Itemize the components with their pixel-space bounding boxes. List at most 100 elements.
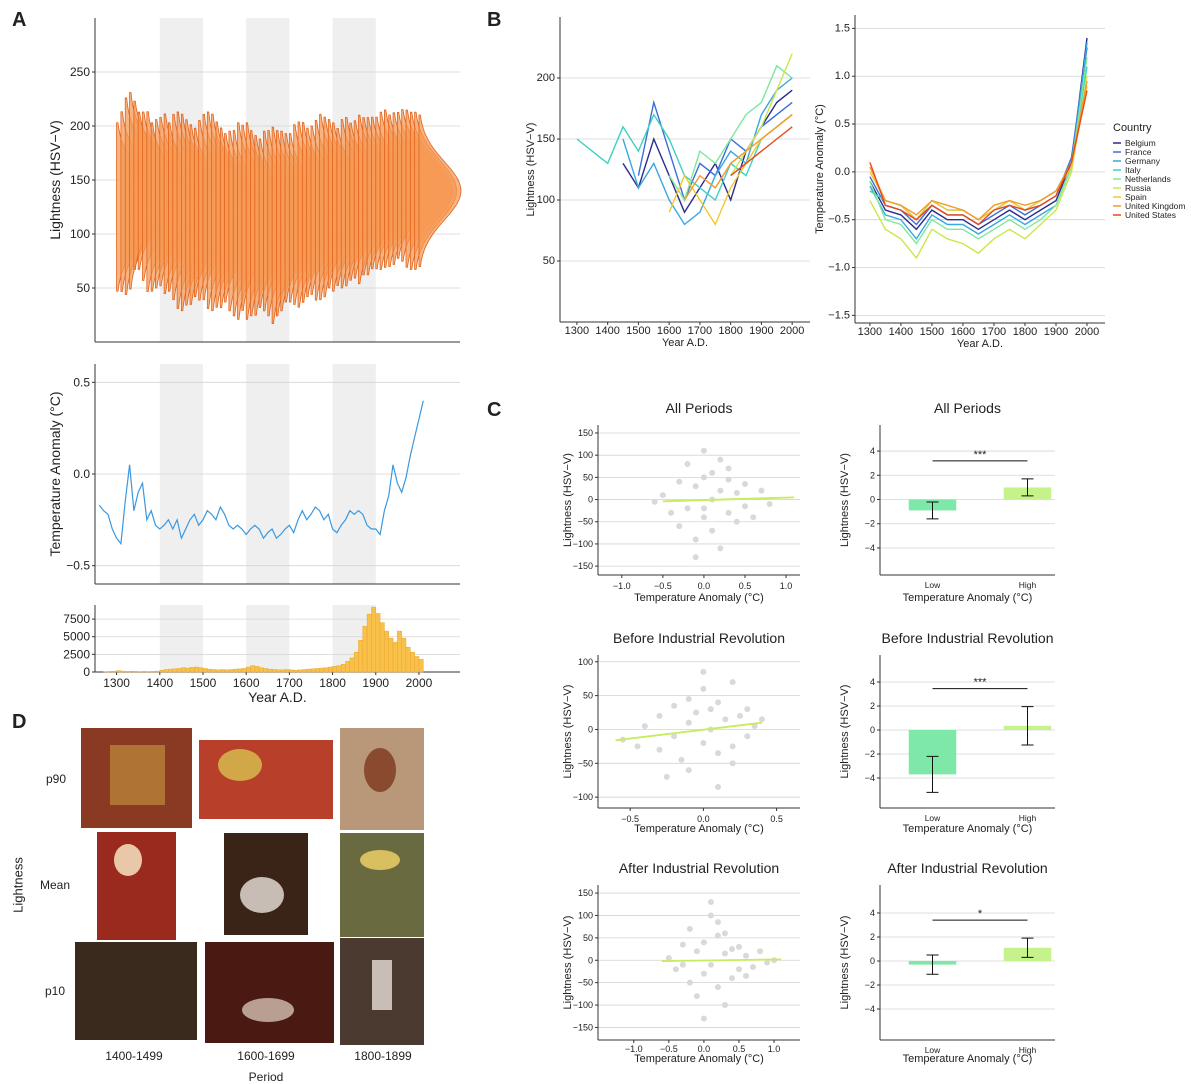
scatter-point: [717, 456, 724, 463]
chart-title: Before Industrial Revolution: [613, 630, 785, 646]
y-axis-label: Lightness (HSV−V): [839, 453, 851, 547]
painting: [340, 833, 424, 937]
scatter-point: [725, 509, 732, 516]
significance-label: *: [978, 908, 983, 920]
chart-title: After Industrial Revolution: [887, 860, 1047, 876]
y-tick-label: 0.5: [73, 375, 90, 389]
x-tick-label: 0.0: [698, 581, 711, 591]
histogram-bar: [194, 666, 199, 673]
scatter-point: [700, 668, 707, 675]
y-tick-label: 2: [870, 701, 875, 711]
painting: [205, 942, 334, 1043]
x-tick-label: 0.0: [697, 814, 710, 824]
y-tick-label: 2500: [63, 647, 90, 661]
histogram-bar: [250, 665, 256, 673]
series-line: [622, 89, 793, 214]
y-tick-label: −100: [573, 1000, 593, 1010]
histogram-bar: [150, 671, 156, 673]
y-tick-label: 5000: [63, 630, 90, 644]
panel-label: C: [487, 399, 501, 421]
fit-line: [662, 496, 795, 503]
histogram-bar: [120, 670, 126, 673]
x-tick-label: 1700: [982, 326, 1006, 338]
histogram-bar: [289, 669, 294, 673]
y-axis-label: Lightness (HSV−V): [562, 685, 574, 779]
histogram-bar: [163, 669, 169, 673]
histogram-bar: [254, 666, 260, 673]
scatter-point: [668, 509, 675, 516]
y-tick-label: −50: [578, 978, 593, 988]
d-row-label: Mean: [40, 878, 70, 892]
histogram-bar: [388, 637, 394, 673]
histogram-bar: [392, 642, 398, 673]
histogram-bar: [418, 659, 424, 673]
histogram-bar: [215, 669, 221, 673]
histogram-bar: [302, 669, 307, 673]
scatter-point: [692, 536, 699, 543]
x-tick-label: 1500: [920, 326, 944, 338]
scatter-point: [744, 733, 751, 740]
histogram-bar: [168, 668, 174, 673]
y-tick-label: −100: [573, 539, 593, 549]
scatter-point: [700, 740, 707, 747]
x-axis-label: Temperature Anomaly (°C): [634, 823, 764, 835]
error-bar: [926, 954, 939, 975]
scatter-point: [729, 679, 736, 686]
fit-line: [615, 721, 763, 742]
series-line: [730, 53, 793, 176]
scatter-point: [685, 719, 692, 726]
scatter-point: [733, 518, 740, 525]
y-tick-label: −4: [865, 773, 875, 783]
y-tick-label: 100: [578, 910, 593, 920]
x-tick-label: 1500: [190, 676, 217, 690]
scatter-point: [634, 743, 641, 750]
error-bar: [926, 755, 939, 793]
histogram-bar: [129, 671, 135, 673]
scatter-point: [692, 554, 699, 561]
histogram-bar: [228, 669, 234, 673]
x-tick-label: 0.0: [698, 1044, 711, 1054]
scatter-point: [684, 505, 691, 512]
legend-title: Country: [1113, 122, 1152, 134]
scatter-point: [766, 500, 773, 507]
scatter-point: [700, 1015, 707, 1022]
scatter-point: [671, 733, 678, 740]
x-tick-label: Low: [925, 813, 941, 823]
x-tick-label: 0.5: [739, 581, 752, 591]
series-line: [869, 80, 1088, 221]
scatter-point: [672, 966, 679, 973]
histogram-bar: [207, 668, 212, 673]
d-column-label: 1800-1899: [354, 1049, 412, 1063]
y-tick-label: 150: [578, 888, 593, 898]
histogram-bar: [258, 667, 264, 673]
y-tick-label: 0: [588, 955, 593, 965]
scatter-point: [715, 699, 722, 706]
scatter-point: [715, 750, 722, 757]
painting: [75, 942, 197, 1040]
histogram-bar: [306, 668, 312, 673]
x-tick-label: 1400: [595, 325, 619, 337]
histogram-bar: [220, 669, 225, 673]
x-tick-label: 0.5: [733, 1044, 746, 1054]
y-tick-label: −150: [573, 561, 593, 571]
y-axis-label: Lightness (HSV−V): [839, 916, 851, 1010]
fit-line: [661, 958, 782, 963]
d-row-label: p90: [46, 772, 66, 786]
scatter-point: [714, 919, 721, 926]
x-tick-label: −0.5: [660, 1044, 678, 1054]
scatter-point: [728, 946, 735, 953]
histogram-bar: [405, 647, 411, 673]
histogram-bar: [232, 668, 238, 673]
scatter-point: [707, 912, 714, 919]
histogram-bar: [245, 666, 251, 673]
x-tick-label: 1800: [319, 676, 346, 690]
legend-label: Netherlands: [1125, 174, 1171, 184]
x-tick-label: 1.0: [780, 581, 793, 591]
scatter-point: [678, 756, 685, 763]
y-tick-label: 2: [870, 932, 875, 942]
scatter-point: [733, 489, 740, 496]
y-tick-label: 0: [870, 495, 875, 505]
x-axis-label: Temperature Anomaly (°C): [634, 592, 764, 604]
x-tick-label: 1400: [889, 326, 913, 338]
scatter-point: [700, 685, 707, 692]
